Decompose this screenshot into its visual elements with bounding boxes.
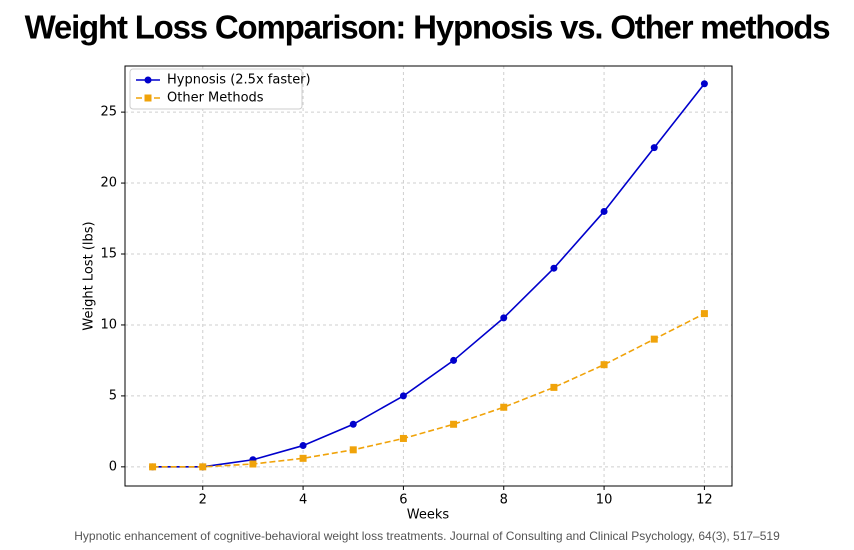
- marker: [650, 335, 658, 343]
- marker: [299, 454, 307, 462]
- legend-label: Hypnosis (2.5x faster): [167, 73, 311, 88]
- source-note: Hypnotic enhancement of cognitive-behavi…: [74, 529, 780, 543]
- marker: [500, 403, 508, 411]
- y-tick-label: 10: [100, 317, 117, 332]
- marker: [600, 361, 608, 369]
- plot-frame: [124, 65, 733, 487]
- chart-title: Weight Loss Comparison: Hypnosis vs. Oth…: [25, 9, 830, 46]
- x-axis-label: Weeks: [407, 508, 450, 523]
- marker: [550, 383, 558, 391]
- series-line: [152, 312, 705, 468]
- x-tick-label: 6: [399, 493, 407, 508]
- marker: [650, 144, 658, 152]
- x-tick-label: 12: [696, 493, 713, 508]
- y-tick-label: 20: [100, 176, 117, 191]
- marker: [450, 420, 458, 428]
- marker: [249, 460, 257, 468]
- series-line: [152, 83, 706, 468]
- y-tick-label: 0: [109, 459, 117, 474]
- marker: [149, 463, 157, 471]
- marker: [700, 310, 708, 318]
- marker: [500, 314, 508, 322]
- y-axis-label: Weight Lost (lbs): [82, 221, 97, 330]
- marker: [550, 264, 558, 272]
- y-tick-label: 5: [109, 388, 117, 403]
- marker: [349, 446, 357, 454]
- y-tick-label: 15: [100, 247, 117, 262]
- marker: [199, 463, 207, 471]
- x-tick-label: 10: [596, 493, 613, 508]
- legend-marker: [144, 76, 152, 84]
- marker: [349, 420, 357, 428]
- marker: [399, 434, 407, 442]
- marker: [450, 356, 458, 364]
- legend-label: Other Methods: [167, 91, 264, 106]
- x-tick-label: 8: [500, 493, 508, 508]
- marker: [299, 442, 307, 450]
- marker: [600, 207, 608, 215]
- y-tick-label: 25: [100, 105, 117, 120]
- legend-box: [129, 68, 303, 110]
- x-tick-label: 4: [299, 493, 307, 508]
- legend-marker: [144, 94, 152, 102]
- marker: [399, 392, 407, 400]
- marker: [700, 80, 708, 88]
- x-tick-label: 2: [199, 493, 207, 508]
